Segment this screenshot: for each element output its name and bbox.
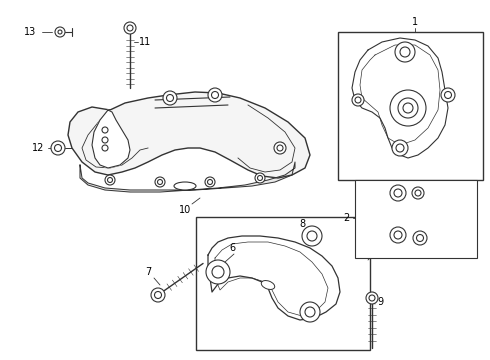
Circle shape bbox=[394, 189, 402, 197]
Circle shape bbox=[416, 234, 423, 242]
Circle shape bbox=[369, 295, 375, 301]
Circle shape bbox=[390, 90, 426, 126]
Circle shape bbox=[206, 260, 230, 284]
Circle shape bbox=[415, 190, 421, 196]
Circle shape bbox=[124, 22, 136, 34]
Circle shape bbox=[102, 137, 108, 143]
Text: 6: 6 bbox=[229, 243, 235, 253]
Circle shape bbox=[412, 187, 424, 199]
Text: 8: 8 bbox=[299, 219, 305, 229]
Circle shape bbox=[102, 145, 108, 151]
Circle shape bbox=[305, 307, 315, 317]
Circle shape bbox=[127, 25, 133, 31]
Circle shape bbox=[444, 91, 451, 99]
Polygon shape bbox=[208, 236, 340, 320]
Text: 13: 13 bbox=[24, 27, 36, 37]
Circle shape bbox=[208, 88, 222, 102]
Circle shape bbox=[400, 47, 410, 57]
Circle shape bbox=[300, 302, 320, 322]
Circle shape bbox=[54, 144, 62, 152]
Circle shape bbox=[157, 180, 163, 184]
Text: 5: 5 bbox=[377, 250, 383, 260]
Text: 7: 7 bbox=[145, 267, 151, 277]
Circle shape bbox=[105, 175, 115, 185]
Circle shape bbox=[396, 144, 404, 152]
Bar bbox=[355, 180, 477, 258]
Polygon shape bbox=[352, 38, 448, 158]
Polygon shape bbox=[92, 110, 130, 168]
Circle shape bbox=[258, 175, 263, 180]
Circle shape bbox=[55, 27, 65, 37]
Circle shape bbox=[58, 30, 62, 34]
Circle shape bbox=[352, 94, 364, 106]
Ellipse shape bbox=[261, 280, 275, 289]
Text: 9: 9 bbox=[377, 297, 383, 307]
Circle shape bbox=[277, 145, 283, 151]
Circle shape bbox=[302, 226, 322, 246]
Text: 10: 10 bbox=[179, 205, 191, 215]
Circle shape bbox=[207, 180, 213, 184]
Text: 11: 11 bbox=[139, 37, 151, 47]
Ellipse shape bbox=[174, 182, 196, 190]
Circle shape bbox=[107, 177, 113, 183]
Circle shape bbox=[392, 140, 408, 156]
Circle shape bbox=[151, 288, 165, 302]
Text: 2: 2 bbox=[343, 213, 349, 223]
Circle shape bbox=[255, 173, 265, 183]
Text: 12: 12 bbox=[32, 143, 44, 153]
Text: 3: 3 bbox=[377, 185, 383, 195]
Circle shape bbox=[154, 292, 162, 298]
Circle shape bbox=[355, 97, 361, 103]
Circle shape bbox=[441, 88, 455, 102]
Circle shape bbox=[163, 91, 177, 105]
Circle shape bbox=[403, 103, 413, 113]
Bar bbox=[196, 217, 370, 350]
Bar bbox=[338, 32, 483, 180]
Circle shape bbox=[395, 42, 415, 62]
Circle shape bbox=[366, 292, 378, 304]
Circle shape bbox=[212, 91, 219, 99]
Circle shape bbox=[212, 266, 224, 278]
Circle shape bbox=[51, 141, 65, 155]
Circle shape bbox=[398, 98, 418, 118]
Circle shape bbox=[102, 127, 108, 133]
Circle shape bbox=[307, 231, 317, 241]
Circle shape bbox=[205, 177, 215, 187]
Circle shape bbox=[155, 177, 165, 187]
Text: 1: 1 bbox=[412, 17, 418, 27]
Polygon shape bbox=[80, 162, 295, 192]
Circle shape bbox=[390, 185, 406, 201]
Circle shape bbox=[274, 142, 286, 154]
Circle shape bbox=[394, 231, 402, 239]
Circle shape bbox=[413, 231, 427, 245]
Circle shape bbox=[390, 227, 406, 243]
Polygon shape bbox=[68, 92, 310, 178]
Text: 4: 4 bbox=[443, 233, 449, 243]
Circle shape bbox=[167, 94, 173, 102]
